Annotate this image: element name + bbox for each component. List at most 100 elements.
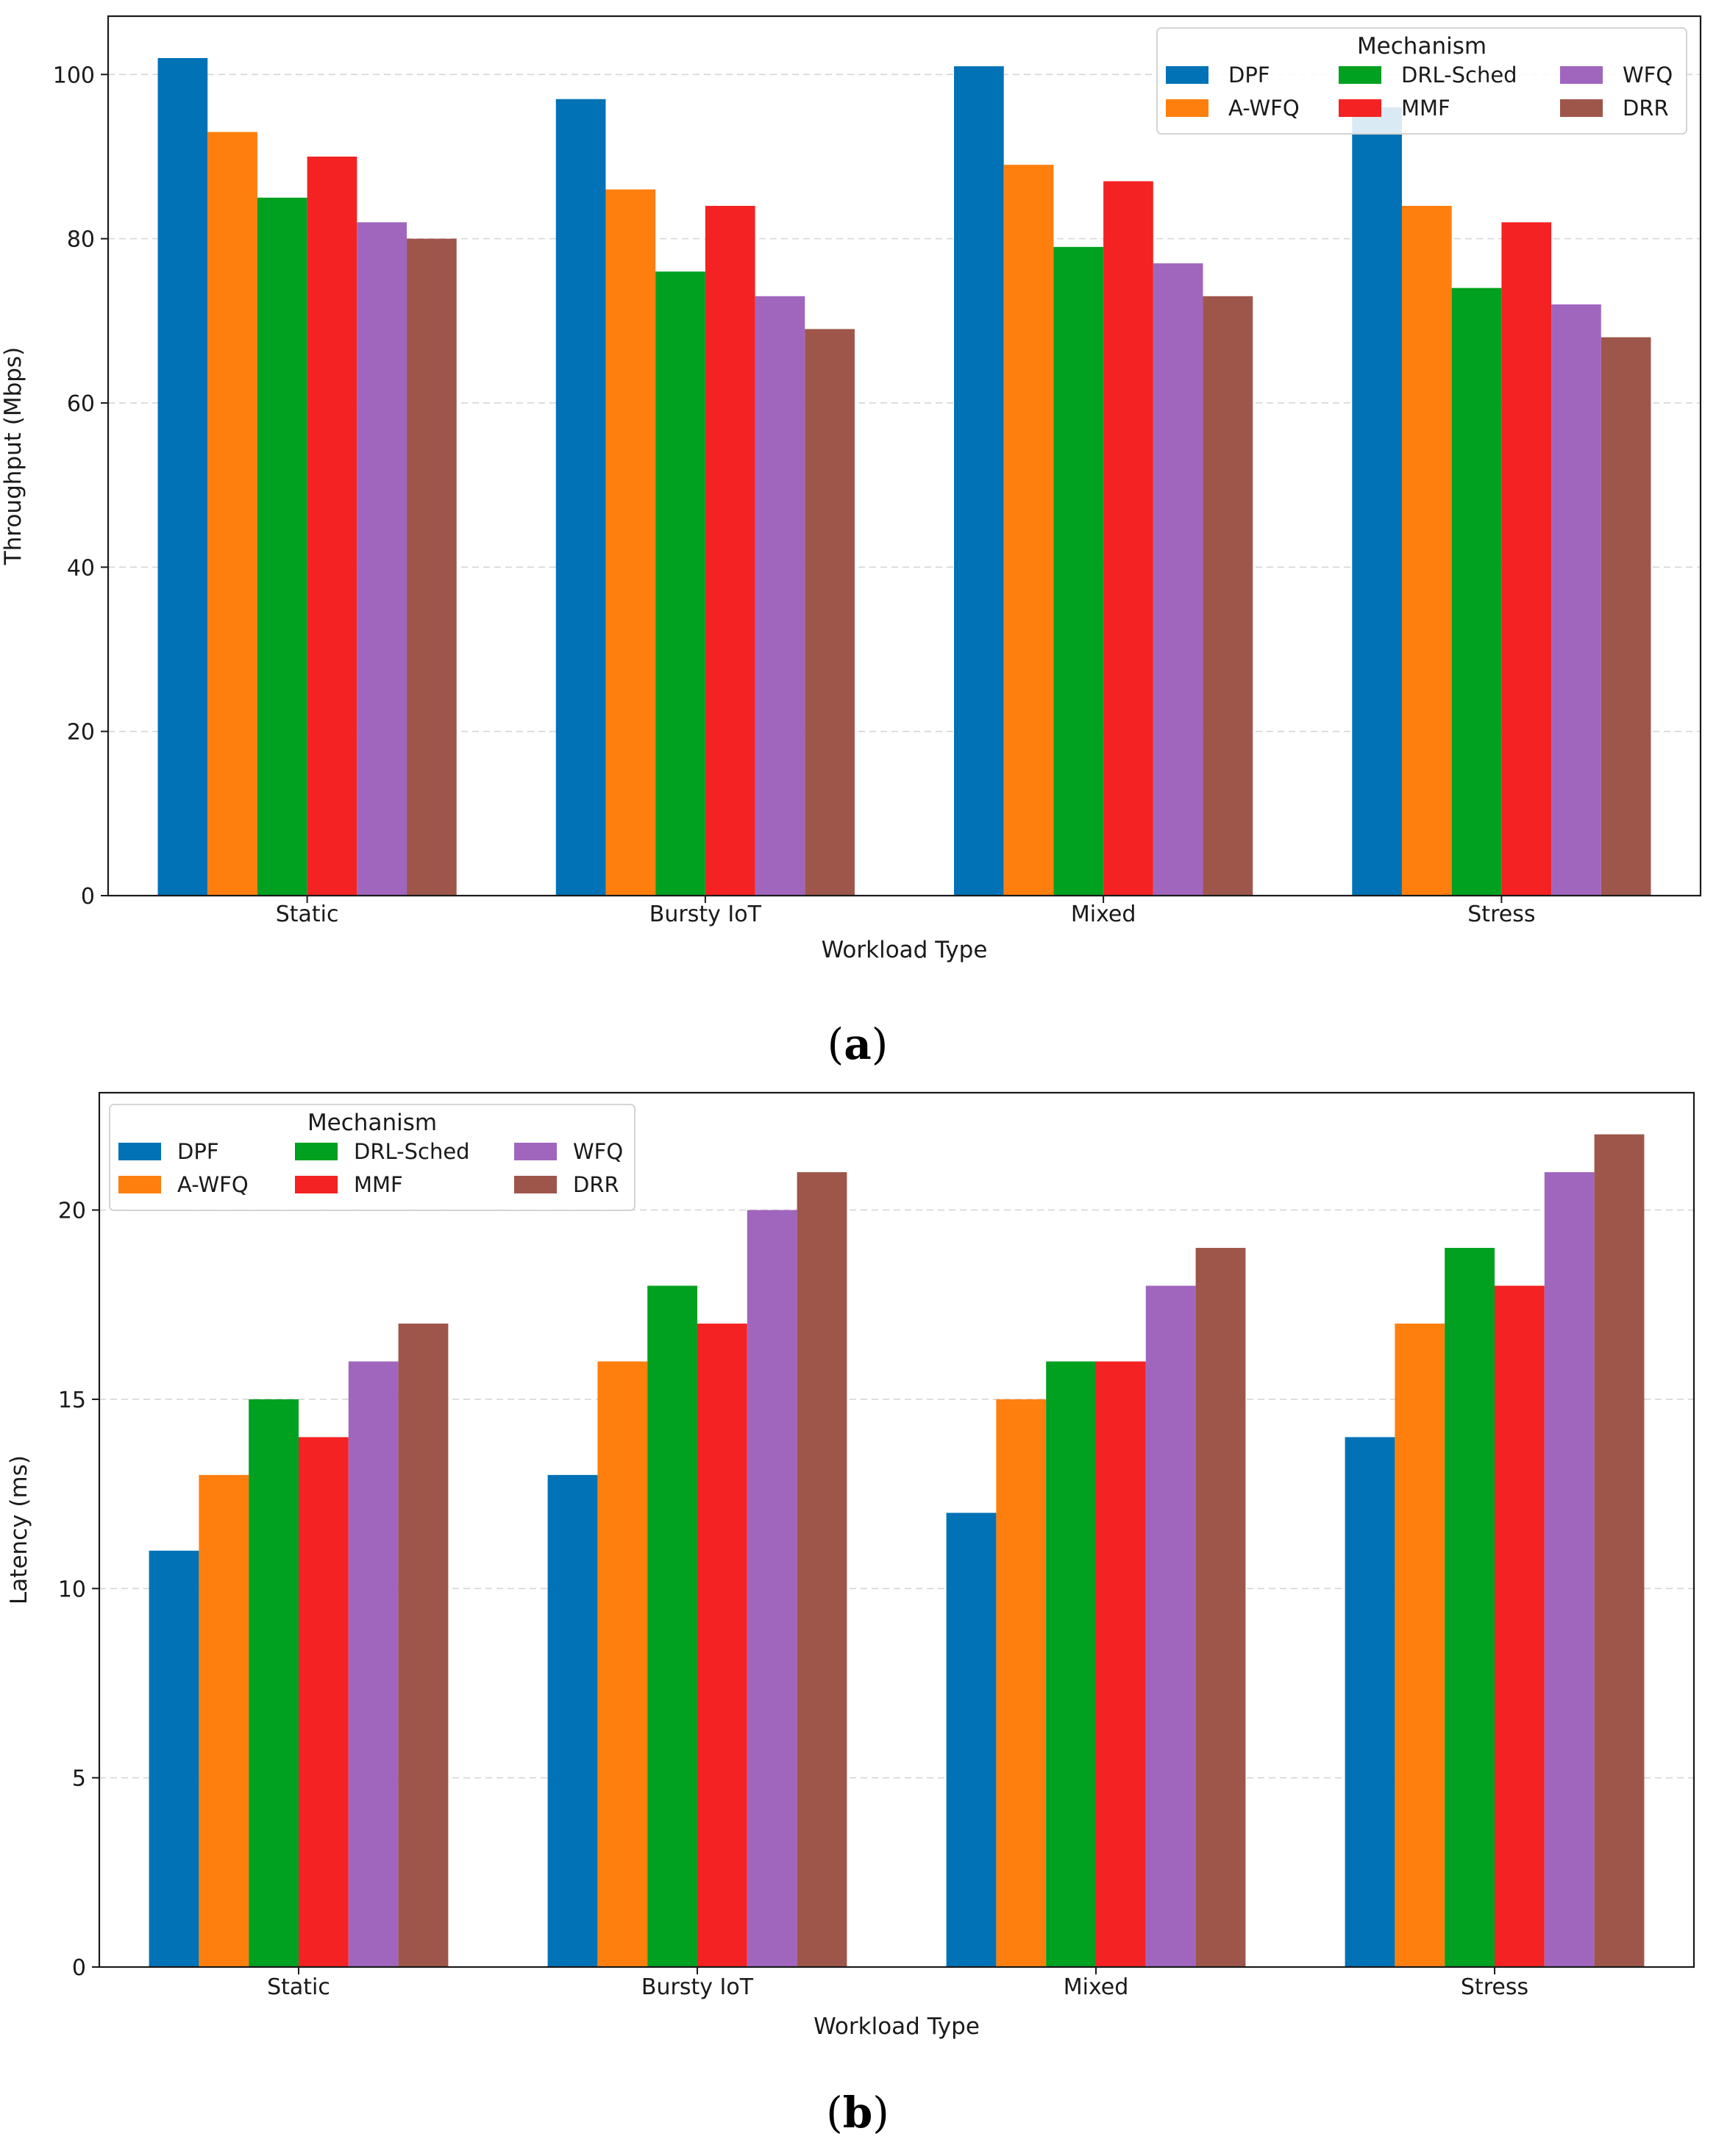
bar-b-a-wfq-stress (1395, 1323, 1445, 1967)
bar-b-a-wfq-mixed (996, 1399, 1047, 1967)
legend-label: A-WFQ (177, 1172, 249, 1197)
x-tick-label: Stress (1467, 902, 1535, 927)
plot-frame-a (107, 15, 1702, 897)
bar-a-mmf-mixed (1103, 181, 1153, 896)
bar-a-drl-sched-stress (1451, 288, 1502, 896)
bar-a-drr-bursty-iot (805, 329, 855, 896)
legend-swatch-drl-sched (1339, 66, 1381, 84)
bar-b-dpf-mixed (946, 1513, 997, 1967)
bar-b-a-wfq-bursty-iot (597, 1361, 648, 1967)
legend-title: Mechanism (1357, 33, 1487, 60)
legend-swatch-dpf (118, 1143, 161, 1160)
panel-label-open-paren: ( (826, 2088, 843, 2138)
bar-a-dpf-stress (1352, 107, 1402, 896)
x-tick-label: Stress (1461, 1974, 1528, 2000)
bar-b-a-wfq-static (199, 1474, 249, 1967)
y-axis-title: Throughput (Mbps) (0, 347, 26, 565)
legend-box-b (109, 1104, 636, 1211)
bar-b-mmf-mixed (1096, 1361, 1146, 1967)
x-tick-label: Bursty IoT (641, 1974, 754, 2000)
panel-label-close-paren: ) (872, 2088, 889, 2138)
x-tick-label: Mixed (1071, 902, 1136, 927)
bar-b-drr-mixed (1195, 1248, 1246, 1967)
legend-title: Mechanism (307, 1110, 437, 1136)
legend-label: MMF (1401, 96, 1450, 121)
bar-b-drr-stress (1594, 1134, 1645, 1967)
legend-label: WFQ (1623, 63, 1673, 88)
legend-swatch-drl-sched (295, 1143, 338, 1160)
legend-label: DRL-Sched (354, 1139, 470, 1164)
bar-a-a-wfq-mixed (1003, 165, 1054, 896)
y-tick-label: 60 (67, 391, 95, 417)
legend-label: MMF (354, 1172, 403, 1197)
bar-a-wfq-bursty-iot (755, 296, 805, 896)
bar-b-drl-sched-static (249, 1399, 299, 1967)
bar-b-dpf-static (149, 1550, 199, 1967)
legend-swatch-wfq (1560, 66, 1603, 84)
legend-swatch-drr (1560, 99, 1603, 117)
x-tick-label: Static (276, 902, 339, 927)
plot-frame-b (98, 1091, 1695, 1968)
bar-a-a-wfq-bursty-iot (605, 189, 656, 896)
legend-label: A-WFQ (1228, 96, 1300, 121)
bar-b-mmf-bursty-iot (697, 1323, 747, 1967)
bar-a-mmf-bursty-iot (705, 205, 755, 896)
y-axis-title: Latency (ms) (6, 1455, 32, 1604)
chart-a: 0 20 40 60 80 100 Static Bursty IoT Mixed Stress W… (0, 15, 1702, 1069)
x-axis-title: Workload Type (822, 937, 988, 963)
y-tick-label: 5 (72, 1766, 86, 1792)
bar-a-mmf-stress (1501, 222, 1552, 896)
panel-label-letter: b (843, 2088, 873, 2138)
bar-b-drl-sched-stress (1445, 1248, 1495, 1967)
y-tick-label: 10 (58, 1577, 86, 1602)
x-tick-label: Static (267, 1974, 330, 2000)
x-tick-label: Bursty IoT (649, 902, 762, 927)
legend-swatch-dpf (1166, 66, 1208, 84)
legend-label: DRR (573, 1172, 619, 1197)
bar-b-drl-sched-mixed (1046, 1361, 1096, 1967)
legend-label: DRR (1623, 96, 1669, 121)
bar-a-a-wfq-static (207, 132, 257, 896)
y-tick-label: 100 (53, 63, 95, 88)
y-tick-label: 80 (67, 227, 95, 253)
legend-label: DRL-Sched (1401, 63, 1517, 88)
panel-label-letter: a (844, 1019, 872, 1069)
x-tick-label: Mixed (1064, 1974, 1129, 2000)
bar-b-dpf-stress (1345, 1437, 1395, 1967)
bar-a-drr-mixed (1203, 296, 1253, 896)
bar-b-mmf-stress (1495, 1285, 1545, 1967)
legend-swatch-wfq (514, 1143, 557, 1160)
legend-swatch-a-wfq (118, 1176, 161, 1193)
legend-label: DPF (177, 1139, 219, 1164)
panel-label-b: (b) (826, 2088, 889, 2138)
bar-a-mmf-static (307, 156, 357, 896)
bar-a-a-wfq-stress (1401, 205, 1452, 896)
bar-a-drr-static (407, 238, 457, 896)
x-axis-title: Workload Type (814, 2013, 980, 2040)
bar-b-wfq-mixed (1145, 1285, 1196, 1967)
bar-b-dpf-bursty-iot (547, 1474, 598, 1967)
legend-label: WFQ (573, 1139, 623, 1164)
legend-swatch-mmf (1339, 99, 1381, 117)
legend-swatch-mmf (295, 1176, 338, 1193)
bar-a-wfq-mixed (1153, 263, 1203, 896)
bar-b-wfq-bursty-iot (747, 1210, 797, 1967)
bar-a-drl-sched-static (257, 197, 307, 896)
bar-b-drr-static (398, 1323, 449, 1967)
bar-a-drr-stress (1601, 337, 1651, 896)
panel-label-close-paren: ) (872, 1019, 889, 1069)
bar-a-dpf-static (157, 57, 208, 896)
y-tick-label: 0 (81, 884, 95, 910)
y-tick-label: 15 (58, 1388, 86, 1413)
bar-b-drr-bursty-iot (797, 1172, 847, 1967)
y-tick-label: 20 (67, 720, 95, 746)
legend-box-a (1156, 27, 1687, 135)
bar-a-wfq-stress (1551, 304, 1601, 896)
y-tick-label: 0 (72, 1955, 86, 1981)
chart-b: 0 5 10 15 20 Static Bursty IoT Mixed Stress Workl… (6, 1091, 1695, 2138)
bar-b-wfq-stress (1544, 1172, 1595, 1967)
bar-b-mmf-static (299, 1437, 349, 1967)
bar-b-drl-sched-bursty-iot (647, 1285, 697, 1967)
